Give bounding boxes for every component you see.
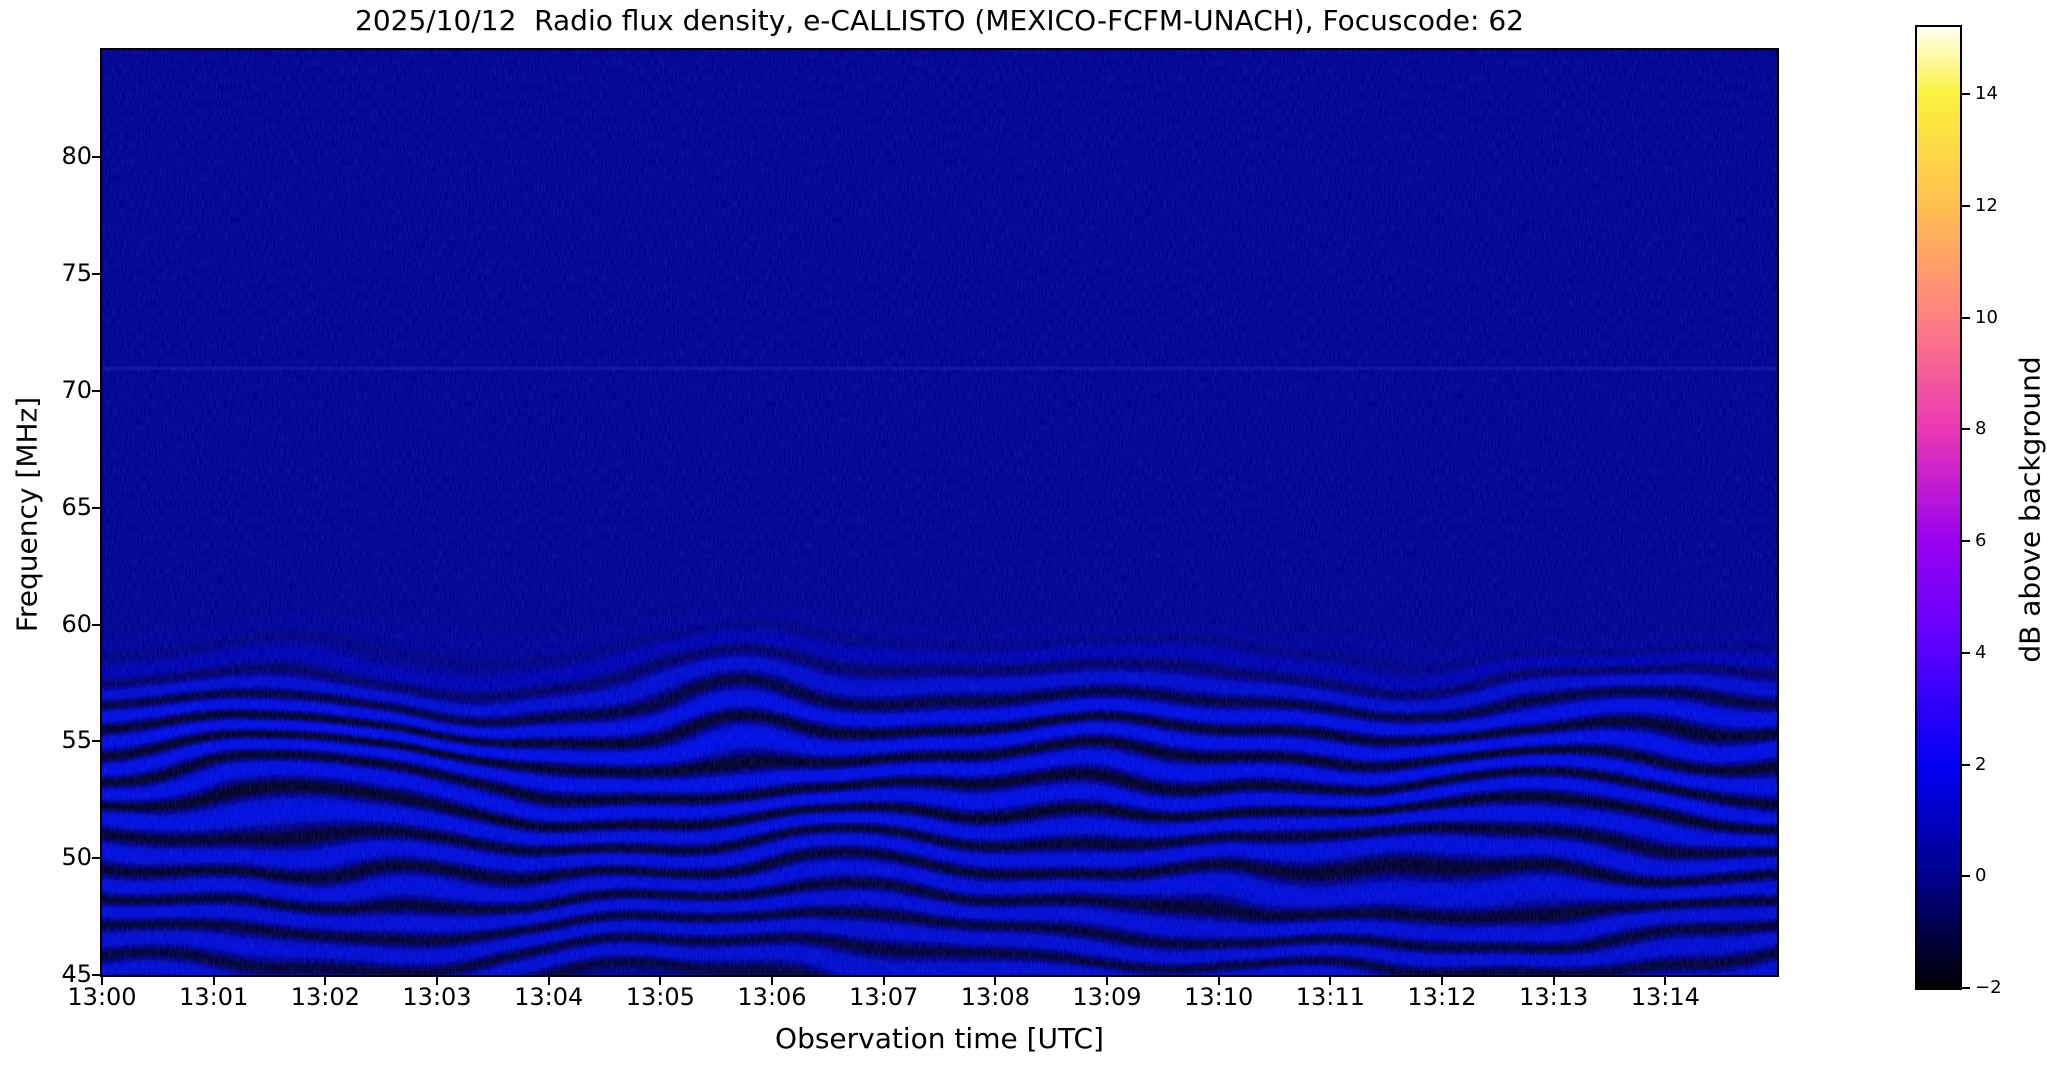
y-tick-label: 60: [61, 609, 92, 638]
x-tick-label: 13:04: [514, 983, 584, 1011]
x-tick-mark: [1441, 975, 1443, 985]
y-tick-mark: [92, 857, 102, 860]
colorbar-tick-label: 0: [1975, 865, 1987, 887]
colorbar-tick-label: 6: [1975, 530, 1987, 552]
x-tick-mark: [1217, 975, 1220, 985]
x-tick-label: 13:09: [1072, 983, 1142, 1011]
x-tick-mark: [1664, 975, 1667, 985]
x-tick-label: 13:08: [960, 983, 1030, 1011]
colorbar-tick-mark: [1962, 316, 1970, 319]
x-tick-label: 13:01: [179, 983, 249, 1011]
colorbar-tick-mark: [1962, 875, 1970, 878]
x-tick-label: 13:06: [737, 983, 807, 1011]
colorbar-tick-mark: [1962, 204, 1970, 207]
x-tick-label: 13:05: [625, 983, 695, 1011]
colorbar-tick-label: 8: [1975, 418, 1987, 440]
x-tick-label: 13:14: [1630, 983, 1700, 1011]
y-axis-label: Frequency [MHz]: [10, 396, 44, 633]
y-tick-mark: [92, 273, 102, 276]
x-tick-mark: [324, 975, 327, 985]
spectrogram-image: [102, 50, 1777, 975]
x-tick-label: 13:00: [67, 983, 137, 1011]
y-tick-label: 75: [61, 259, 92, 288]
chart-title: 2025/10/12 Radio flux density, e-CALLIST…: [355, 4, 1524, 37]
colorbar-label: dB above background: [2013, 356, 2047, 663]
y-tick-label: 65: [61, 492, 92, 521]
x-tick-mark: [659, 975, 662, 985]
x-tick-mark: [101, 975, 103, 985]
colorbar-tick-label: 14: [1975, 83, 1998, 105]
x-tick-mark: [1106, 975, 1108, 985]
x-axis-label: Observation time [UTC]: [775, 1022, 1104, 1055]
x-tick-mark: [547, 975, 550, 985]
colorbar-tick-mark: [1962, 651, 1970, 654]
x-tick-mark: [1552, 975, 1555, 985]
y-tick-label: 70: [61, 375, 92, 404]
colorbar-tick-label: −2: [1975, 977, 2002, 999]
colorbar-tick-mark: [1962, 987, 1970, 989]
x-tick-label: 13:10: [1184, 983, 1254, 1011]
colorbar-tick-mark: [1962, 540, 1970, 543]
colorbar-tick-mark: [1962, 763, 1970, 766]
noise-overlay-dark: [102, 50, 1777, 975]
x-tick-label: 13:07: [849, 983, 919, 1011]
colorbar-tick-label: 2: [1975, 753, 1987, 775]
x-tick-mark: [436, 975, 438, 985]
x-tick-mark: [1329, 975, 1332, 985]
x-tick-label: 13:11: [1295, 983, 1365, 1011]
plot-area: [100, 48, 1779, 977]
y-tick-mark: [92, 740, 102, 743]
x-tick-label: 13:02: [290, 983, 360, 1011]
x-tick-mark: [212, 975, 215, 985]
x-tick-mark: [882, 975, 885, 985]
y-tick-mark: [92, 390, 102, 393]
x-tick-label: 13:13: [1519, 983, 1589, 1011]
colorbar-tick-mark: [1962, 93, 1970, 96]
colorbar-tick-label: 12: [1975, 194, 1998, 216]
y-tick-label: 45: [61, 959, 92, 988]
colorbar-tick-mark: [1962, 428, 1970, 431]
x-tick-mark: [771, 975, 773, 985]
y-tick-label: 80: [61, 142, 92, 171]
y-tick-label: 55: [61, 726, 92, 755]
x-tick-mark: [994, 975, 997, 985]
y-tick-label: 50: [61, 843, 92, 872]
y-tick-mark: [92, 506, 102, 509]
colorbar-tick-label: 10: [1975, 306, 1998, 328]
x-tick-label: 13:12: [1407, 983, 1477, 1011]
colorbar: [1915, 25, 1962, 990]
x-tick-label: 13:03: [402, 983, 472, 1011]
y-tick-mark: [92, 156, 102, 159]
y-tick-mark: [92, 974, 102, 976]
y-tick-mark: [92, 623, 102, 626]
colorbar-tick-label: 4: [1975, 641, 1987, 663]
